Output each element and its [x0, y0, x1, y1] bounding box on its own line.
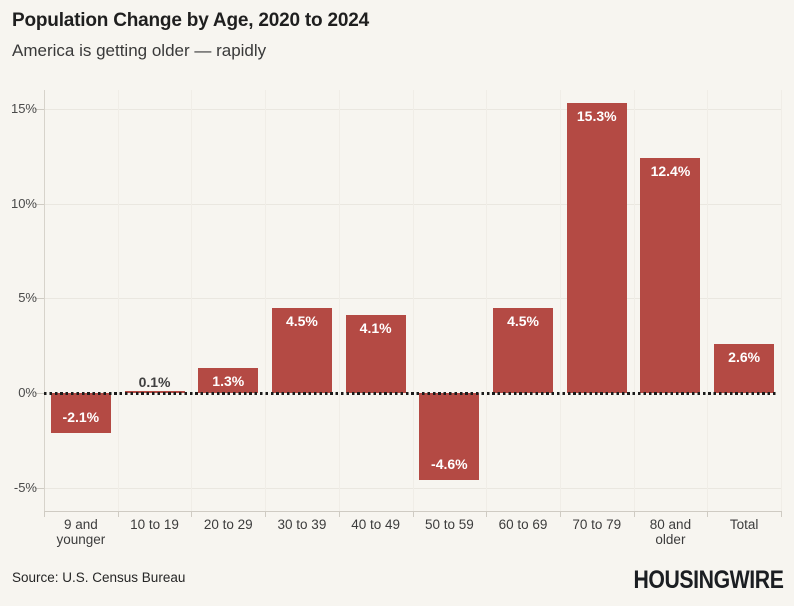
gridline-vertical	[412, 90, 414, 511]
y-axis-tick	[35, 393, 44, 394]
x-axis-category-label: 60 to 69	[498, 517, 548, 532]
gridline-vertical	[338, 90, 340, 511]
x-axis-tick	[412, 511, 414, 517]
bar	[198, 368, 259, 393]
y-axis-tick	[35, 298, 44, 300]
bar-value-label: 15.3%	[576, 108, 617, 125]
bar	[271, 307, 332, 393]
zero-baseline	[44, 392, 777, 395]
bar	[345, 315, 406, 393]
chart-subtitle: America is getting older — rapidly	[12, 41, 267, 60]
bar	[419, 393, 480, 481]
x-axis-category-label: 20 to 29	[203, 517, 253, 532]
bar-value-label: 0.1%	[138, 374, 171, 390]
bar-value-label: 4.5%	[285, 312, 318, 329]
bar	[493, 307, 554, 393]
y-axis-tick-label: 15%	[10, 101, 37, 117]
x-axis-tick	[486, 511, 488, 517]
bar-value-label: -4.6%	[431, 456, 468, 473]
bar	[566, 103, 627, 393]
x-axis-tick	[265, 511, 267, 517]
y-axis-tick-label: 5%	[18, 290, 37, 306]
gridline-vertical	[265, 90, 267, 511]
gridline-vertical	[781, 90, 782, 511]
gridline-vertical	[191, 90, 193, 511]
bar	[714, 343, 775, 393]
bar-value-label: 4.5%	[507, 312, 539, 329]
bar	[640, 158, 701, 393]
x-axis-tick	[633, 511, 635, 517]
y-axis-tick	[35, 487, 44, 489]
bar-value-label: -2.1%	[62, 408, 100, 425]
gridline-vertical	[117, 90, 119, 511]
x-axis-tick	[559, 511, 561, 517]
source-note: Source: U.S. Census Bureau	[12, 570, 186, 585]
chart-title: Population Change by Age, 2020 to 2024	[12, 10, 370, 31]
bar-value-label: 1.3%	[212, 373, 245, 390]
x-axis-tick	[338, 511, 340, 517]
bar-value-label: 2.6%	[728, 348, 761, 365]
x-axis-category-label: 30 to 39	[277, 517, 327, 532]
x-axis-category-label: Total	[729, 517, 759, 532]
x-axis-tick	[707, 511, 709, 517]
x-axis-tick	[781, 511, 782, 517]
x-axis-tick	[117, 511, 119, 517]
x-axis-tick	[44, 511, 45, 517]
x-axis-category-label: 50 to 59	[424, 517, 474, 532]
y-axis-tick	[35, 109, 44, 111]
bar-value-label: 4.1%	[359, 320, 392, 337]
x-axis-category-label: 10 to 19	[130, 517, 179, 532]
gridline-vertical	[633, 90, 635, 511]
x-axis-tick	[191, 511, 193, 517]
bar-value-label: 12.4%	[650, 163, 691, 180]
x-axis-category-label: 9 and younger	[56, 517, 106, 547]
y-axis-tick	[35, 203, 44, 205]
y-axis-line	[44, 90, 45, 511]
gridline-vertical	[486, 90, 488, 511]
gridline-vertical	[707, 90, 709, 511]
x-axis-category-label: 80 and older	[649, 517, 692, 547]
gridline-vertical	[559, 90, 561, 511]
y-axis-tick-label: -5%	[13, 479, 37, 495]
x-axis-category-label: 70 to 79	[572, 517, 622, 532]
y-axis-tick-label: 0%	[18, 385, 37, 400]
bar	[50, 393, 111, 433]
y-axis-tick-label: 10%	[10, 195, 37, 211]
housingwire-logo: HOUSINGWIRE	[633, 566, 783, 594]
x-axis-category-label: 40 to 49	[351, 517, 401, 532]
